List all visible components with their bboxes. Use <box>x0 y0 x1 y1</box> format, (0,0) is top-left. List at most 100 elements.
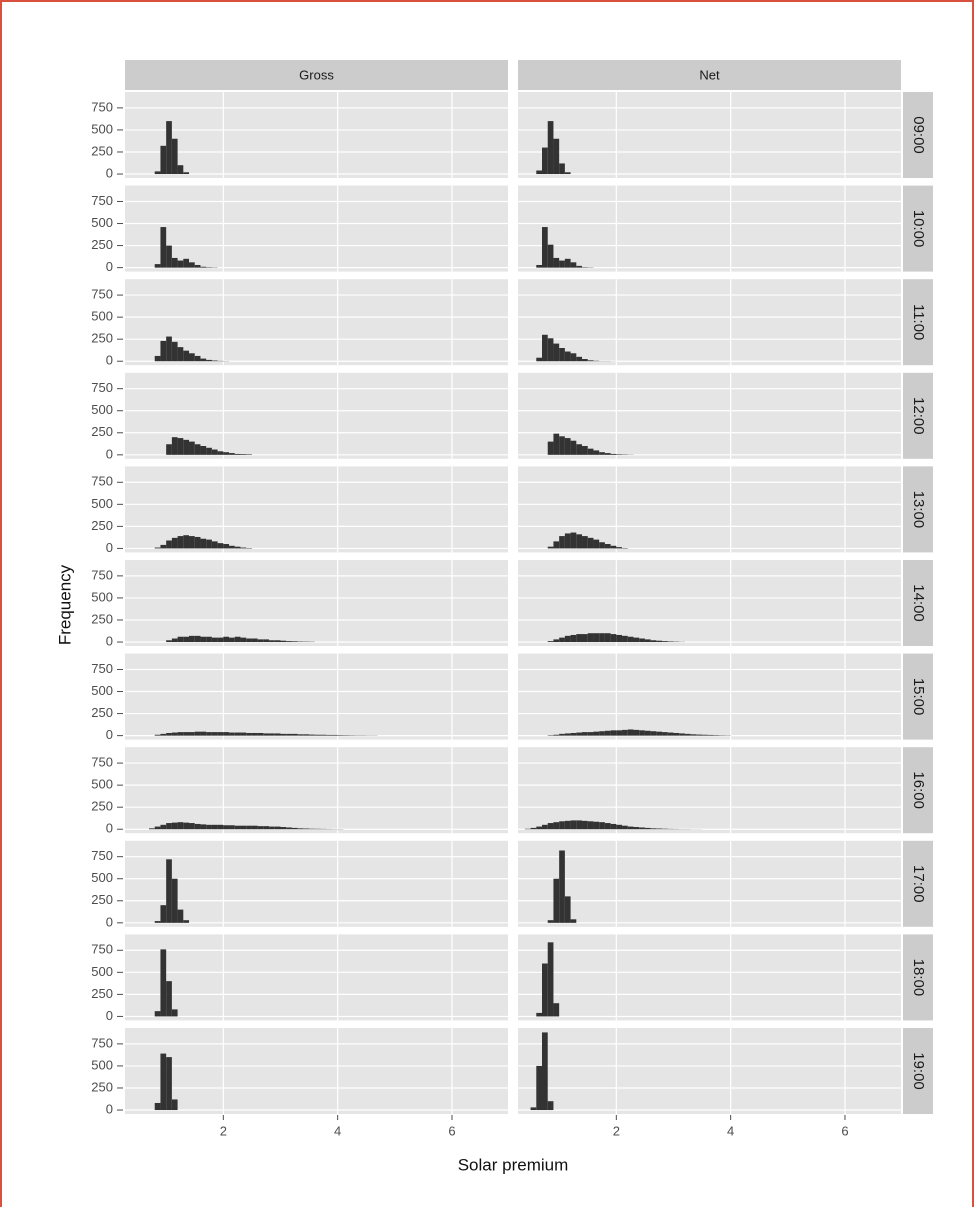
histogram-bar <box>599 633 605 643</box>
histogram-bar <box>314 734 321 736</box>
histogram-bar <box>576 356 583 362</box>
histogram-bar <box>644 639 651 643</box>
histogram-bar <box>622 635 628 643</box>
histogram-bar <box>160 340 167 362</box>
panel-background <box>125 560 508 646</box>
histogram-bar <box>303 828 310 830</box>
y-tick-label: 750 <box>91 99 113 114</box>
histogram-bar <box>177 165 184 175</box>
facet-row-label: 13:00 <box>910 491 927 529</box>
x-axis-title: Solar premium <box>458 1155 569 1174</box>
histogram-bar <box>696 734 703 736</box>
y-tick-label: 750 <box>91 661 113 676</box>
panel-background <box>125 840 508 927</box>
histogram-bar <box>570 440 577 455</box>
y-tick-label: 500 <box>91 683 113 698</box>
histogram-bar <box>656 640 663 643</box>
histogram-bar <box>564 896 571 923</box>
histogram-bar <box>536 170 543 175</box>
histogram-bar <box>234 636 241 643</box>
histogram-bar <box>177 909 184 923</box>
histogram-bar <box>194 731 201 736</box>
histogram-bar <box>610 730 617 736</box>
y-tick-label: 0 <box>106 1101 113 1116</box>
histogram-bar <box>559 348 565 362</box>
histogram-bar <box>251 825 258 830</box>
histogram-bar <box>616 547 623 549</box>
histogram-bar <box>166 981 172 1017</box>
histogram-bar <box>604 544 611 549</box>
panel-background <box>125 92 508 178</box>
histogram-bar <box>263 639 270 643</box>
histogram-bar <box>320 734 327 736</box>
histogram-bar <box>200 266 207 268</box>
histogram-bar <box>171 878 178 923</box>
histogram-bar <box>183 535 190 549</box>
histogram-bar <box>616 730 623 736</box>
histogram-bar <box>149 828 155 830</box>
histogram-bar <box>206 636 212 643</box>
histogram-bar <box>200 731 207 736</box>
histogram-bar <box>234 825 241 830</box>
histogram-bar <box>206 359 212 362</box>
panel-background <box>125 934 508 1021</box>
histogram-bar <box>200 358 207 362</box>
panel-background <box>518 92 901 178</box>
histogram-bar <box>599 452 605 455</box>
histogram-bar <box>309 734 315 736</box>
histogram-bar <box>650 828 657 830</box>
x-tick-label: 2 <box>613 1123 620 1138</box>
histogram-bar <box>160 145 167 175</box>
facet-row-label: 15:00 <box>910 678 927 716</box>
histogram-bar <box>604 823 611 830</box>
histogram-bar <box>211 449 218 455</box>
histogram-bar <box>166 336 172 362</box>
histogram-bar <box>610 823 617 830</box>
y-tick-label: 0 <box>106 165 113 180</box>
histogram-bar <box>559 163 565 175</box>
histogram-bar <box>189 353 195 362</box>
facet-row-label: 18:00 <box>910 959 927 997</box>
histogram-bar <box>229 453 235 455</box>
histogram-bar <box>171 537 178 549</box>
facet-column-label: Gross <box>299 67 334 82</box>
histogram-bar <box>154 264 161 268</box>
histogram-bar <box>183 636 190 643</box>
histogram-bar <box>604 730 611 736</box>
histogram-bar <box>166 540 172 549</box>
histogram-bar <box>547 1101 554 1111</box>
histogram-bar <box>154 547 161 549</box>
histogram-bar <box>576 444 583 455</box>
histogram-bar <box>160 824 167 830</box>
histogram-bar <box>547 546 554 549</box>
histogram-bar <box>257 639 264 643</box>
histogram-bar <box>160 227 167 268</box>
panel-background <box>518 747 901 834</box>
histogram-bar <box>200 824 207 830</box>
histogram-bar <box>616 824 623 830</box>
histogram-bar <box>644 730 651 736</box>
y-tick-label: 750 <box>91 848 113 863</box>
histogram-bar <box>160 905 167 923</box>
histogram-bar <box>622 825 628 830</box>
histogram-bar <box>662 732 668 736</box>
histogram-bar <box>171 1099 178 1111</box>
histogram-bar <box>154 171 161 175</box>
histogram-bar <box>656 828 663 830</box>
histogram-bar <box>564 533 571 549</box>
histogram-bar <box>166 732 172 736</box>
histogram-bar <box>702 734 708 736</box>
histogram-bar <box>553 878 560 923</box>
x-tick-label: 4 <box>334 1123 341 1138</box>
histogram-bar <box>690 734 697 736</box>
histogram-bar <box>229 545 235 549</box>
histogram-bar <box>223 544 230 549</box>
histogram-bar <box>599 731 605 736</box>
histogram-bar <box>171 822 178 830</box>
facet-row-label: 11:00 <box>910 304 927 340</box>
histogram-bar <box>326 734 332 736</box>
panel-background <box>518 840 901 927</box>
y-tick-label: 0 <box>106 540 113 555</box>
facet-strip <box>903 747 933 834</box>
histogram-bar <box>177 347 184 362</box>
